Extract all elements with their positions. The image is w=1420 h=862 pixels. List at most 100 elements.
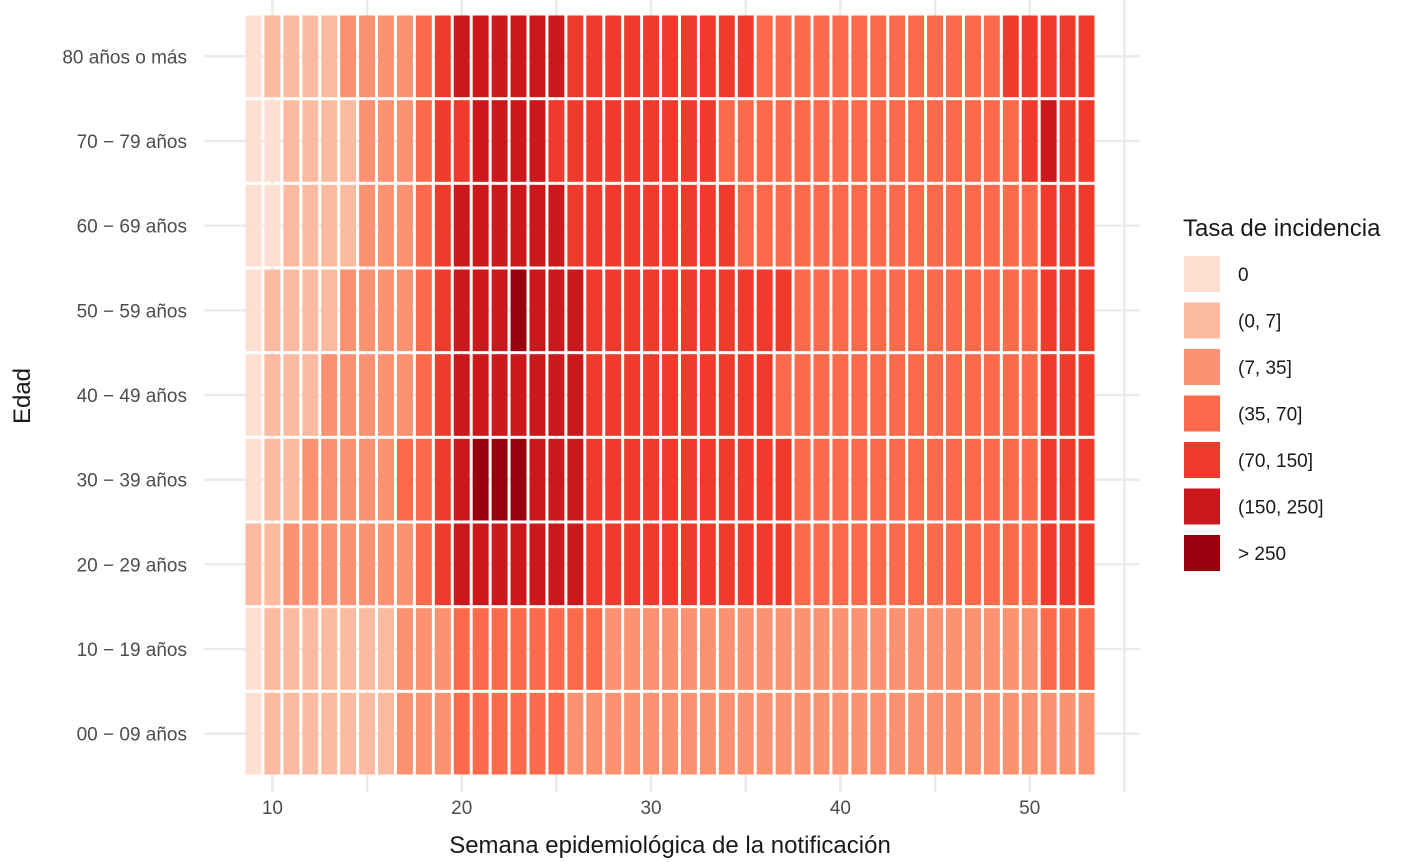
- heatmap-tile: [662, 100, 678, 182]
- heatmap-tile: [340, 184, 357, 267]
- heatmap-tile: [718, 523, 735, 606]
- heatmap-tile: [718, 184, 735, 267]
- heatmap-tile: [264, 15, 281, 98]
- heatmap-tile: [340, 692, 357, 775]
- x-tick-label: 30: [640, 798, 661, 819]
- heatmap-tile: [359, 15, 376, 98]
- heatmap-tile: [1002, 354, 1019, 436]
- heatmap-tile: [927, 15, 944, 98]
- y-tick-label: 20 − 29 años: [77, 555, 187, 576]
- heatmap-tile: [1059, 438, 1076, 521]
- heatmap-tile: [491, 184, 508, 267]
- heatmap-tile: [813, 15, 830, 98]
- heatmap-tile: [1078, 184, 1095, 267]
- heatmap-tile: [718, 15, 735, 98]
- heatmap-tile: [794, 354, 811, 436]
- heatmap-tile: [510, 184, 527, 267]
- heatmap-tile: [1059, 269, 1076, 352]
- heatmap-tile: [1078, 354, 1095, 436]
- heatmap-tile: [510, 15, 527, 98]
- heatmap-tile: [321, 15, 338, 98]
- heatmap-tile: [548, 523, 565, 606]
- heatmap-tile: [643, 184, 660, 267]
- heatmap-tile: [662, 523, 678, 606]
- x-tick-label: 40: [830, 798, 851, 819]
- heatmap-tile: [927, 523, 944, 606]
- heatmap-tile: [699, 15, 716, 98]
- heatmap-tile: [264, 692, 281, 775]
- heatmap-tile: [510, 354, 527, 436]
- heatmap-tile: [1059, 354, 1076, 436]
- heatmap-tile: [832, 100, 849, 182]
- heatmap-tile: [908, 608, 925, 690]
- heatmap-tile: [586, 438, 603, 521]
- heatmap-tile: [908, 438, 925, 521]
- heatmap-tile: [529, 184, 546, 267]
- legend-items: 0 (0, 7] (7, 35] (35, 70] (70, 150] (150, 250…: [1184, 256, 1324, 571]
- heatmap-tile: [699, 523, 716, 606]
- heatmap-tile: [1021, 608, 1038, 690]
- heatmap-tile: [624, 438, 641, 521]
- heatmap-tile: [415, 608, 432, 690]
- heatmap-tile: [415, 438, 432, 521]
- heatmap-tile: [964, 100, 981, 182]
- heatmap-tile: [491, 608, 508, 690]
- heatmap-tile: [510, 608, 527, 690]
- heatmap-tile: [586, 184, 603, 267]
- heatmap-tile: [699, 608, 716, 690]
- heatmap-tile: [472, 608, 489, 690]
- heatmap-tile: [908, 15, 925, 98]
- heatmap-tile: [1040, 692, 1057, 775]
- heatmap-tile: [737, 354, 754, 436]
- heatmap-tile: [415, 523, 432, 606]
- heatmap-tile: [321, 692, 338, 775]
- heatmap-tile: [851, 354, 868, 436]
- heatmap-tile: [1002, 692, 1019, 775]
- heatmap-tile: [964, 354, 981, 436]
- heatmap-tile: [794, 15, 811, 98]
- heatmap-tile: [662, 354, 678, 436]
- heatmap-tile: [1040, 15, 1057, 98]
- heatmap-tile: [718, 438, 735, 521]
- heatmap-tile: [870, 438, 887, 521]
- heatmap-tile: [680, 523, 697, 606]
- heatmap-tile: [396, 523, 413, 606]
- heatmap-tiles: [245, 15, 1095, 775]
- heatmap-tile: [605, 354, 622, 436]
- heatmap-tile: [510, 692, 527, 775]
- heatmap-tile: [737, 692, 754, 775]
- heatmap-tile: [889, 608, 906, 690]
- heatmap-tile: [870, 523, 887, 606]
- heatmap-tile: [491, 438, 508, 521]
- heatmap-tile: [378, 608, 394, 690]
- heatmap-tile: [1021, 184, 1038, 267]
- heatmap-tile: [737, 184, 754, 267]
- heatmap-tile: [415, 354, 432, 436]
- legend-swatch: [1184, 256, 1220, 292]
- heatmap-tile: [302, 15, 319, 98]
- heatmap-tile: [548, 15, 565, 98]
- heatmap-tile: [870, 354, 887, 436]
- heatmap-tile: [586, 523, 603, 606]
- heatmap-tile: [472, 184, 489, 267]
- heatmap-tile: [624, 269, 641, 352]
- heatmap-tile: [832, 354, 849, 436]
- heatmap-tile: [832, 15, 849, 98]
- heatmap-tile: [283, 608, 300, 690]
- heatmap-tile: [302, 100, 319, 182]
- heatmap-tile: [718, 100, 735, 182]
- heatmap-tile: [983, 100, 1000, 182]
- y-axis-tick-labels: 00 − 09 años 10 − 19 años 20 − 29 años 30 −…: [62, 47, 187, 745]
- heatmap-tile: [643, 100, 660, 182]
- heatmap-tile: [908, 692, 925, 775]
- heatmap-tile: [813, 269, 830, 352]
- heatmap-tile: [283, 354, 300, 436]
- heatmap-tile: [529, 269, 546, 352]
- heatmap-tile: [983, 184, 1000, 267]
- heatmap-tile: [472, 438, 489, 521]
- heatmap-tile: [491, 269, 508, 352]
- heatmap-tile: [1002, 438, 1019, 521]
- legend-label: (70, 150]: [1238, 451, 1313, 472]
- heatmap-tile: [1021, 354, 1038, 436]
